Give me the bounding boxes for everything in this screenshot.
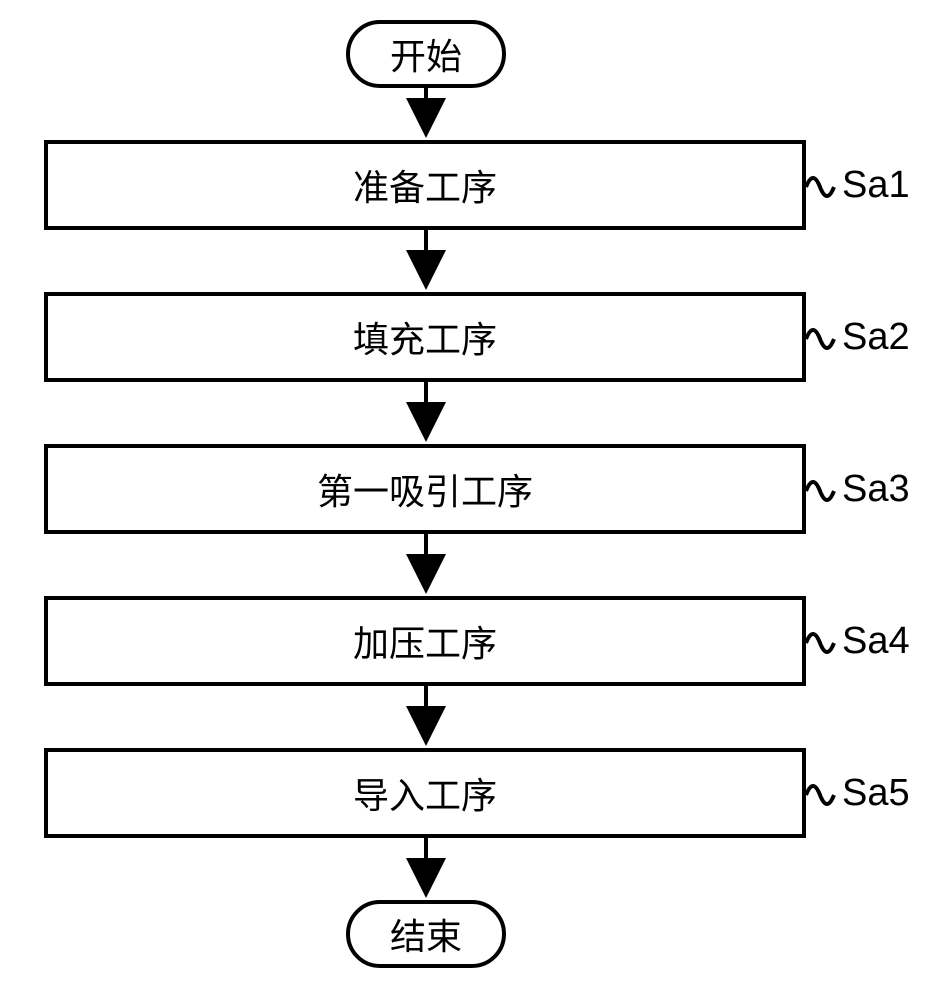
start-node: 开始: [346, 20, 506, 88]
step-label-1: Sa1: [842, 164, 910, 207]
step-label-5: Sa5: [842, 772, 910, 815]
connector-squiggle-2: [806, 317, 836, 361]
process-step-1: 准备工序: [44, 140, 806, 230]
process-step-3: 第一吸引工序: [44, 444, 806, 534]
connector-squiggle-4: [806, 621, 836, 665]
process-step-2: 填充工序: [44, 292, 806, 382]
end-node: 结束: [346, 900, 506, 968]
process-1-label: 准备工序: [353, 159, 497, 211]
step-label-2: Sa2: [842, 316, 910, 359]
process-step-5: 导入工序: [44, 748, 806, 838]
process-5-label: 导入工序: [353, 767, 497, 819]
start-label: 开始: [390, 28, 462, 80]
end-label: 结束: [390, 908, 462, 960]
connector-squiggle-3: [806, 469, 836, 513]
process-step-4: 加压工序: [44, 596, 806, 686]
step-label-4: Sa4: [842, 620, 910, 663]
flowchart-container: 开始 准备工序 Sa1 填充工序 Sa2 第一吸引工序 Sa3 加压工序 Sa4…: [0, 0, 939, 1000]
process-4-label: 加压工序: [353, 615, 497, 667]
process-2-label: 填充工序: [353, 311, 497, 363]
connector-squiggle-5: [806, 773, 836, 817]
connector-squiggle-1: [806, 165, 836, 209]
process-3-label: 第一吸引工序: [317, 463, 533, 515]
step-label-3: Sa3: [842, 468, 910, 511]
